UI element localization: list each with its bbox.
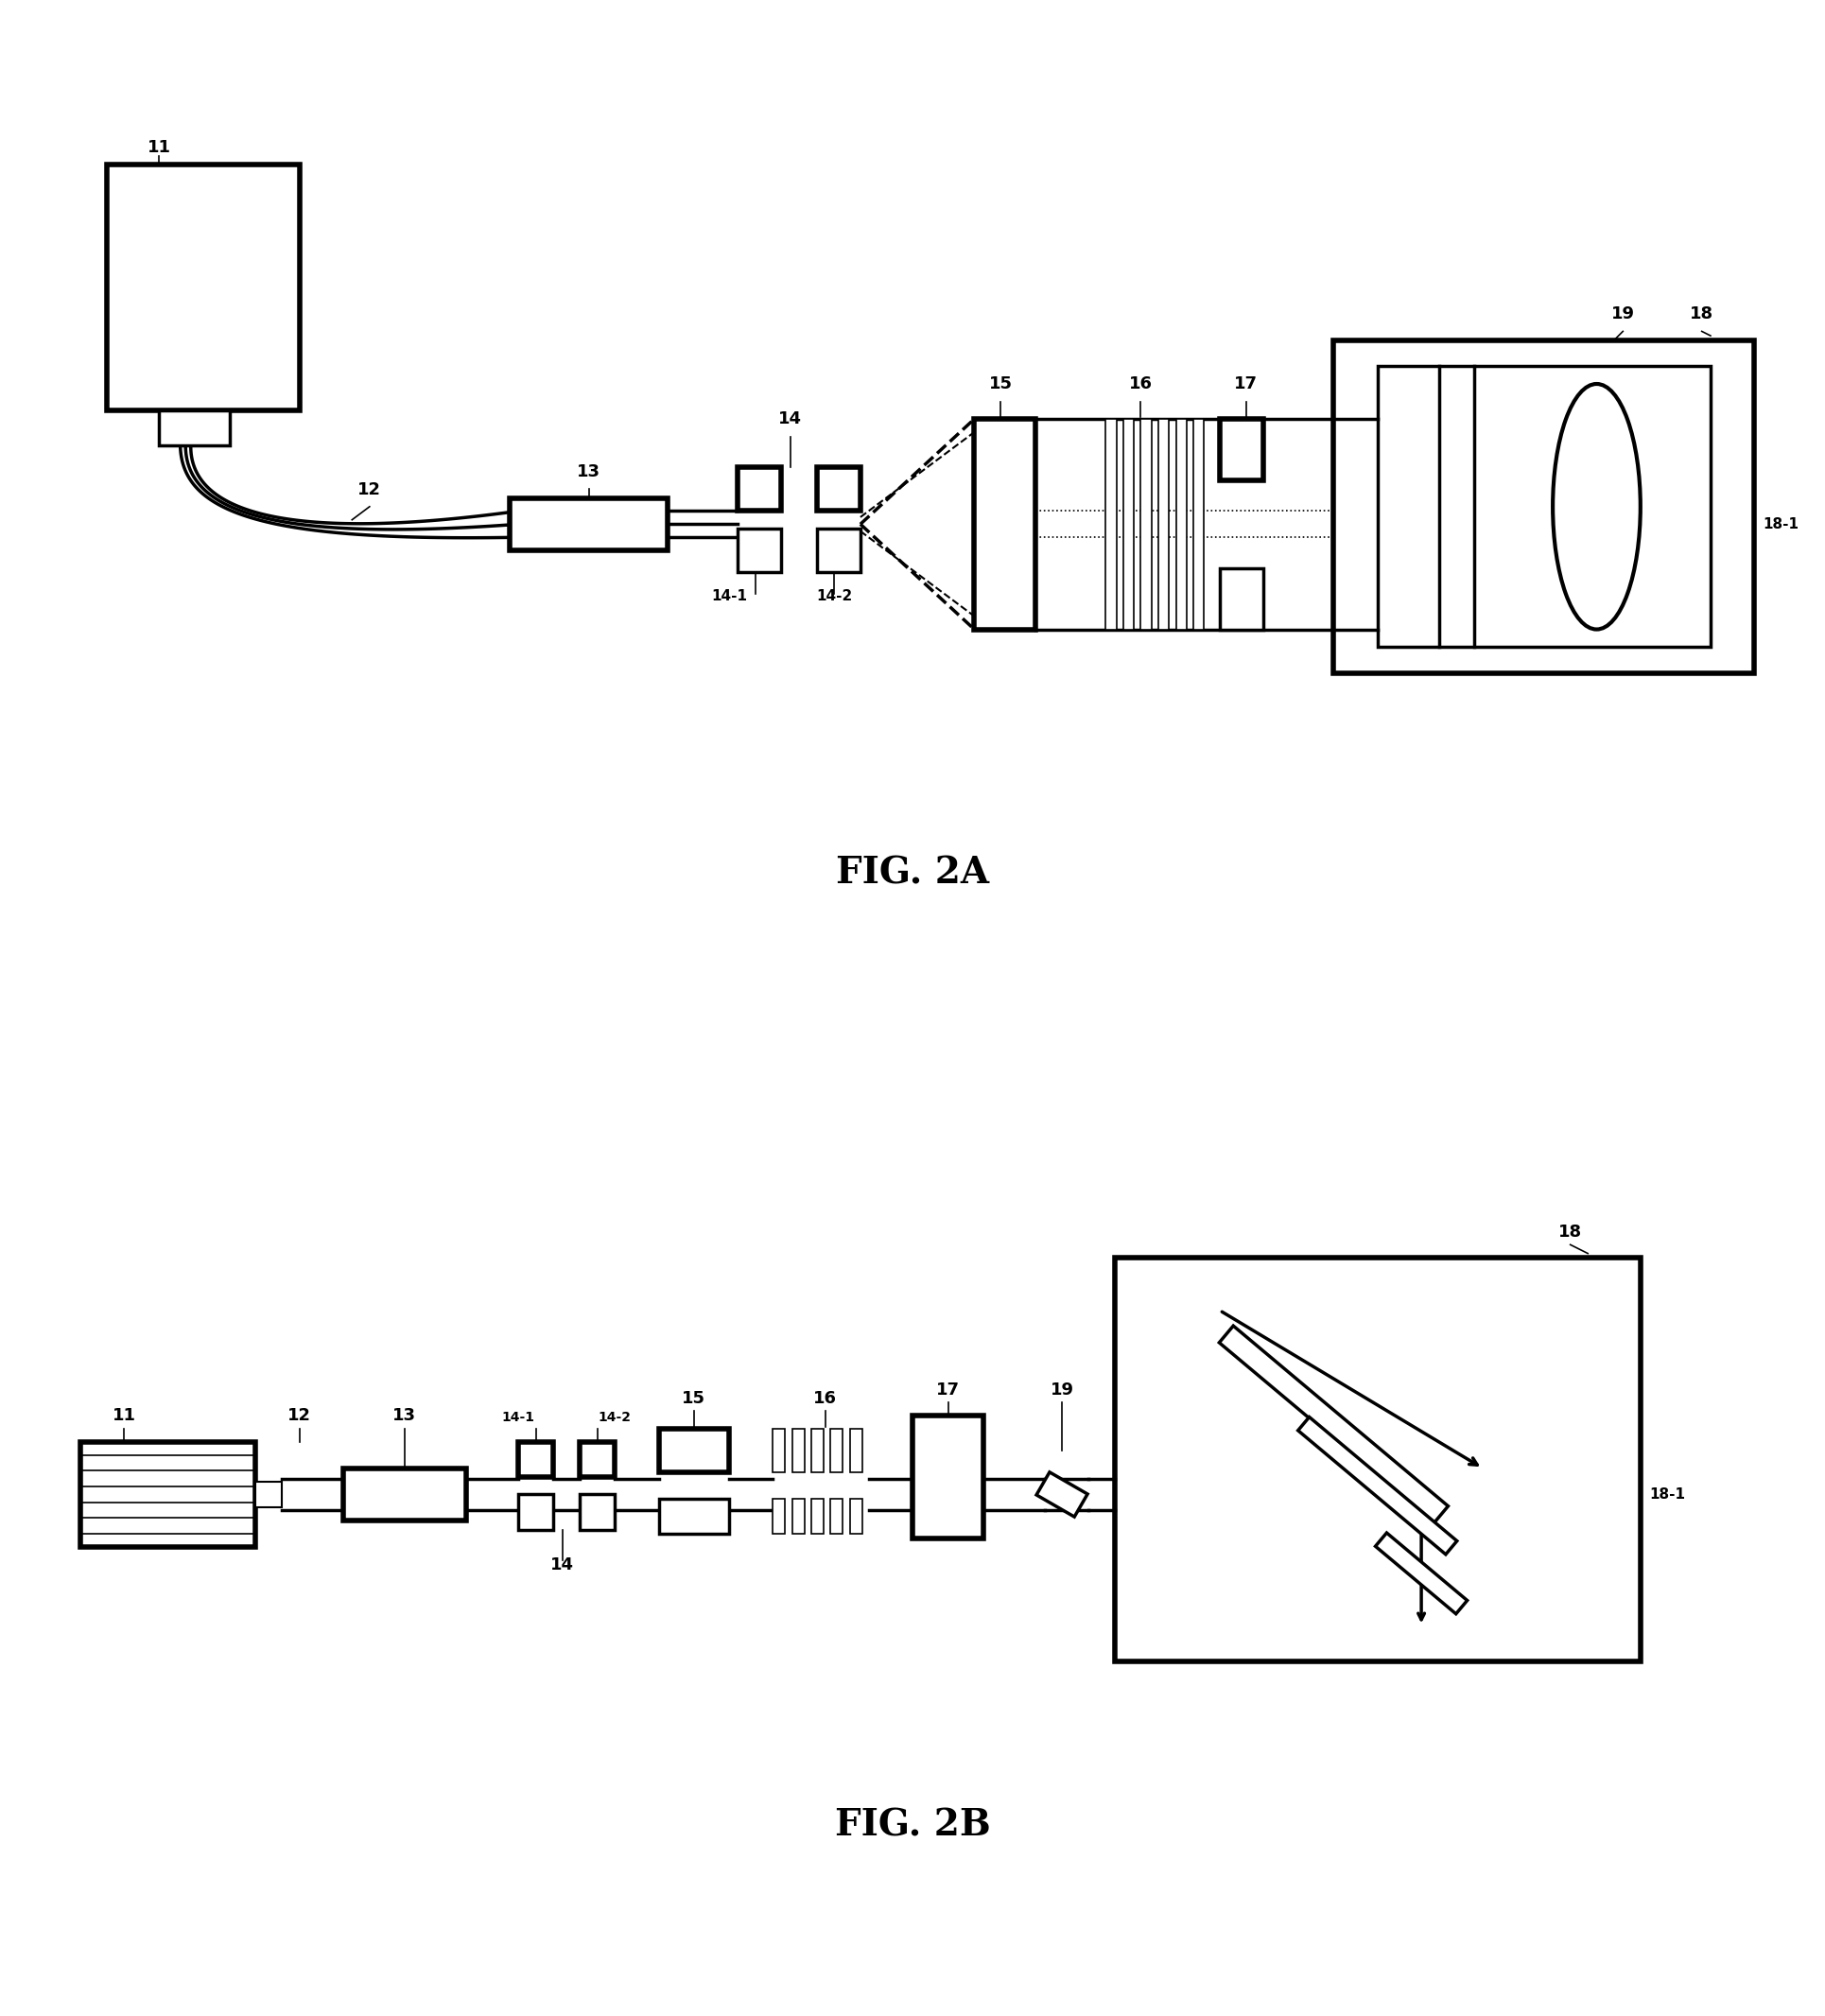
Text: 11: 11 [148,139,172,155]
Bar [792,1498,803,1534]
Text: 19: 19 [1610,306,1633,323]
Bar [1194,419,1203,629]
Bar [830,1429,843,1472]
Bar [159,409,230,446]
Bar [816,528,860,573]
Bar [256,1482,281,1508]
Text: 17: 17 [1234,375,1257,393]
Bar [509,498,668,550]
Text: 17: 17 [936,1381,960,1397]
Text: 13: 13 [392,1407,416,1425]
Text: 14-1: 14-1 [502,1411,535,1425]
Bar [1141,419,1152,629]
Bar [737,468,781,510]
Bar [343,1468,465,1520]
Polygon shape [1219,1327,1447,1522]
Bar [810,1498,823,1534]
Text: 18: 18 [1688,306,1714,323]
Text: 14: 14 [551,1556,573,1572]
Bar [659,1498,728,1534]
Bar [580,1441,615,1478]
Bar [659,1429,728,1472]
Text: 18-1: 18-1 [1648,1488,1684,1502]
Text: 19: 19 [1049,1381,1073,1397]
Polygon shape [1374,1532,1467,1615]
Bar [792,1429,803,1472]
Bar [1376,367,1710,647]
Bar [1219,569,1263,629]
Text: 18-1: 18-1 [1763,516,1798,532]
Bar [1332,341,1754,673]
Text: 18: 18 [1557,1224,1582,1240]
Text: 15: 15 [683,1389,704,1407]
Bar [1122,419,1133,629]
Text: 14-2: 14-2 [816,589,852,603]
Text: 14-1: 14-1 [710,589,746,603]
Text: 13: 13 [577,464,600,480]
Bar [849,1498,861,1534]
Text: 14-2: 14-2 [599,1411,631,1425]
Bar [1175,419,1186,629]
Text: 16: 16 [814,1389,836,1407]
Bar [580,1494,615,1530]
Bar [912,1415,982,1538]
Bar [810,1429,823,1472]
Ellipse shape [1551,383,1639,629]
Bar [1157,419,1168,629]
Bar [737,528,781,573]
Text: 14: 14 [777,411,801,427]
Bar [772,1429,785,1472]
Bar [106,165,299,409]
Polygon shape [1037,1472,1088,1516]
Bar [816,468,860,510]
Bar [975,419,1035,629]
Bar [80,1441,256,1546]
Text: 12: 12 [288,1407,310,1425]
Bar [518,1441,553,1478]
Text: FIG. 2B: FIG. 2B [834,1808,991,1845]
Bar [830,1498,843,1534]
Text: FIG. 2A: FIG. 2A [836,855,989,891]
Bar [518,1494,553,1530]
Bar [1106,419,1115,629]
Bar [1219,419,1263,480]
Text: 11: 11 [113,1407,135,1425]
Text: 15: 15 [989,375,1011,393]
Polygon shape [1298,1417,1456,1554]
Bar [849,1429,861,1472]
Bar [1113,1258,1639,1661]
Text: 12: 12 [358,482,381,498]
Bar [772,1498,785,1534]
Text: 16: 16 [1128,375,1152,393]
